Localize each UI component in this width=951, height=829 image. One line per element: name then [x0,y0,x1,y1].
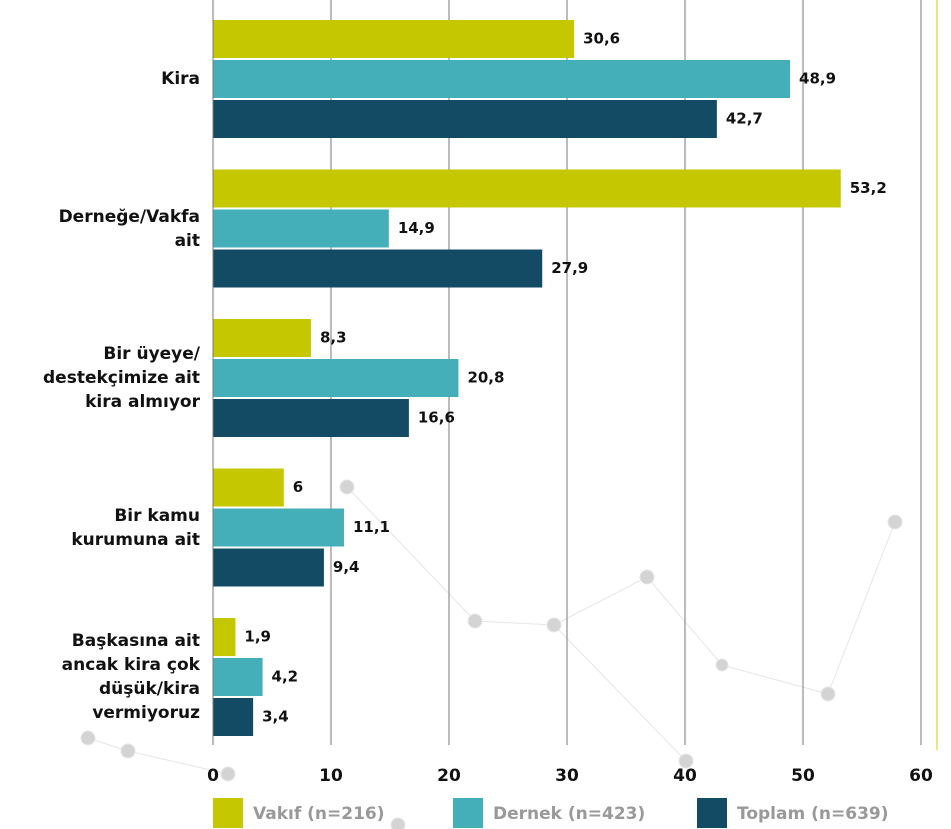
bar [213,468,284,507]
value-label: 3,4 [262,708,289,726]
value-label: 4,2 [272,668,299,686]
legend-label: Dernek (n=423) [493,804,645,824]
bar [213,169,841,208]
bar [213,319,311,357]
category-label: Kira [161,69,200,89]
value-label: 16,6 [418,409,455,427]
legend-swatch [453,798,483,828]
legend-label: Vakıf (n=216) [253,804,385,824]
value-label: 48,9 [799,70,836,88]
x-tick-label: 20 [437,766,461,786]
value-label: 8,3 [320,329,347,347]
background-network [80,479,903,829]
category-label: Bir üyeye/ destekçimize ait kira almıyor [43,344,200,412]
category-label: Bir kamu kurumuna ait [71,505,200,550]
value-label: 6 [293,478,303,496]
bar [213,399,409,437]
value-label: 20,8 [467,369,504,387]
bar [213,209,389,248]
x-tick-label: 10 [319,766,343,786]
bar [213,100,717,138]
x-tick-label: 30 [555,766,579,786]
value-label: 9,4 [333,558,360,576]
legend-label: Toplam (n=639) [737,804,889,824]
value-label: 42,7 [726,110,763,128]
bar [213,548,324,587]
value-label: 53,2 [850,179,887,197]
bar [213,658,263,696]
legend-swatch [697,798,727,828]
value-label: 11,1 [353,518,390,536]
value-label: 1,9 [244,628,271,646]
value-label: 27,9 [551,259,588,277]
x-tick-label: 60 [909,766,933,786]
bar [213,20,575,58]
x-tick-label: 0 [207,766,219,786]
legend-swatch [213,798,243,828]
bar [213,698,254,736]
category-label: Derneğe/Vakfa ait [58,206,200,251]
x-tick-label: 40 [673,766,697,786]
bar [213,359,459,397]
bar [213,508,344,547]
bar [213,60,791,98]
bar [213,618,236,656]
x-tick-label: 50 [791,766,815,786]
value-label: 14,9 [398,219,435,237]
value-label: 30,6 [583,30,620,48]
bar [213,249,543,288]
category-label: Başkasına ait ancak kira çok düşük/kira … [61,631,200,723]
